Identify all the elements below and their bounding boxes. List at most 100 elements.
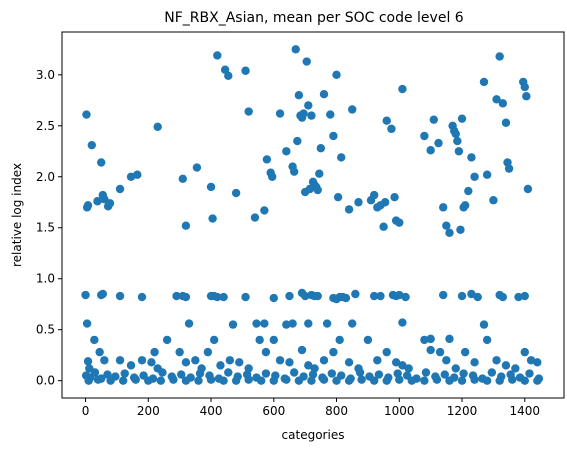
data-point xyxy=(395,375,404,384)
data-point xyxy=(470,172,479,181)
data-point xyxy=(83,201,93,210)
data-point xyxy=(98,289,107,299)
data-point xyxy=(244,107,253,116)
data-point xyxy=(268,172,277,181)
data-point xyxy=(451,364,460,373)
data-point xyxy=(456,225,465,234)
data-point xyxy=(191,356,200,365)
data-point xyxy=(219,292,228,302)
data-point xyxy=(208,214,217,223)
x-tick-label: 200 xyxy=(137,404,160,418)
x-tick-label: 0 xyxy=(82,404,90,418)
data-point xyxy=(533,376,542,385)
data-point xyxy=(289,167,299,176)
data-point xyxy=(369,190,379,200)
data-point xyxy=(252,319,261,328)
data-point xyxy=(382,116,391,125)
data-point xyxy=(209,335,219,345)
data-point xyxy=(105,199,115,208)
data-point xyxy=(261,369,271,378)
data-point xyxy=(87,140,97,150)
data-point xyxy=(224,71,233,81)
data-point xyxy=(175,347,184,357)
data-point xyxy=(439,203,448,212)
x-tick-label: 800 xyxy=(325,404,348,418)
data-point xyxy=(421,368,431,377)
data-point xyxy=(181,292,191,302)
data-point xyxy=(434,138,443,148)
chart-title: NF_RBX_Asian, mean per SOC code level 6 xyxy=(164,10,464,26)
data-point xyxy=(213,292,222,302)
data-point xyxy=(464,186,473,196)
data-point xyxy=(459,369,468,378)
x-axis-label: categories xyxy=(282,428,345,442)
data-point xyxy=(250,213,260,222)
data-point xyxy=(467,289,476,299)
plot-frame xyxy=(61,31,565,399)
x-tick-label: 600 xyxy=(262,404,285,418)
data-point xyxy=(195,369,205,378)
data-point xyxy=(260,319,269,328)
data-point xyxy=(269,376,278,385)
data-point xyxy=(457,114,467,123)
data-point xyxy=(90,335,99,345)
data-point xyxy=(489,196,498,205)
data-point xyxy=(445,334,454,344)
data-point xyxy=(398,84,407,94)
data-point xyxy=(327,369,337,378)
data-point xyxy=(319,89,329,99)
y-axis-label: relative log index xyxy=(10,163,24,267)
data-point xyxy=(275,109,285,118)
data-point xyxy=(213,51,222,60)
data-point xyxy=(260,206,269,215)
data-point xyxy=(257,376,266,385)
data-point xyxy=(439,290,448,300)
data-point xyxy=(453,136,462,146)
data-point xyxy=(82,319,92,328)
data-point xyxy=(294,91,304,100)
data-point xyxy=(302,57,311,66)
data-point xyxy=(184,319,194,328)
data-point xyxy=(520,82,529,92)
data-point xyxy=(231,188,241,198)
data-point xyxy=(115,184,125,194)
data-point xyxy=(514,292,523,302)
data-point xyxy=(348,319,357,328)
data-point xyxy=(501,361,511,370)
data-point xyxy=(282,375,291,384)
data-point xyxy=(147,358,156,367)
data-point xyxy=(304,319,313,328)
data-point xyxy=(93,375,103,384)
data-point xyxy=(380,198,390,207)
data-point xyxy=(457,291,467,301)
ticks-layer: 0 200 400 600 800 1000 1200 1400 0.0 0.5 1.0 1.5 2.0… xyxy=(36,68,540,418)
data-point xyxy=(319,375,329,384)
data-point xyxy=(82,110,91,119)
data-point xyxy=(407,376,417,385)
data-point xyxy=(93,197,102,206)
data-point xyxy=(304,361,313,370)
data-point xyxy=(329,131,338,141)
data-point xyxy=(467,153,476,162)
data-point xyxy=(501,118,511,127)
data-point xyxy=(322,319,332,328)
data-point xyxy=(178,174,187,184)
data-point xyxy=(206,182,216,192)
data-point xyxy=(326,110,335,119)
data-point xyxy=(313,185,322,195)
data-point xyxy=(156,376,166,385)
data-point xyxy=(315,169,324,178)
data-point xyxy=(398,361,407,370)
data-point xyxy=(473,292,482,302)
data-point xyxy=(442,221,451,230)
data-point xyxy=(269,293,278,303)
data-point xyxy=(192,163,202,172)
data-point xyxy=(470,375,479,384)
data-point xyxy=(288,319,297,328)
data-point xyxy=(333,192,343,202)
data-point xyxy=(304,101,313,110)
data-point xyxy=(83,357,93,366)
data-point xyxy=(522,92,531,101)
